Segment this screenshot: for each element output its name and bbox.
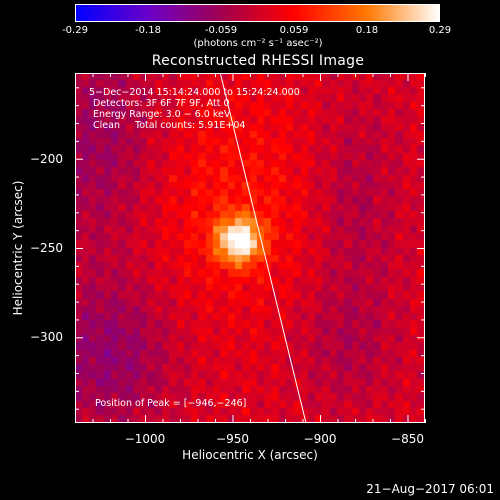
y-tick-label: −300 — [30, 330, 63, 345]
limb-line — [219, 73, 307, 423]
timestamp: 21−Aug−2017 06:01 — [366, 482, 494, 496]
clean-counts-label: Clean Total counts: 5.91E+04 — [93, 120, 246, 131]
colorbar-tick: -0.059 — [204, 25, 238, 36]
x-tick-label: −1000 — [124, 432, 166, 446]
time-range-label: 5−Dec−2014 15:14:24.000 to 15:24:24.000 — [89, 87, 300, 98]
colorbar-tick: 0.29 — [428, 25, 452, 36]
colorbar — [75, 4, 440, 22]
colorbar-tick: 0.18 — [355, 25, 379, 36]
chart-title: Reconstructed RHESSI Image — [151, 53, 365, 69]
x-tick-label: −900 — [303, 432, 337, 446]
peak-position-label: Position of Peak = [−946,−246] — [95, 398, 247, 409]
colorbar-tick: 0.059 — [279, 25, 309, 36]
y-tick-label: −200 — [30, 151, 63, 166]
colorbar-tick: -0.29 — [62, 25, 88, 36]
colorbar-units: (photons cm⁻² s⁻¹ asec⁻²) — [193, 38, 323, 49]
y-tick-label: −250 — [30, 241, 63, 255]
energy-range-label: Energy Range: 3.0 − 6.0 keV — [93, 109, 231, 120]
x-tick-label: −950 — [216, 432, 249, 446]
y-axis-label: Heliocentric Y (arcsec) — [11, 180, 25, 316]
x-tick-label: −850 — [391, 432, 424, 446]
x-axis-label: Heliocentric X (arcsec) — [182, 448, 318, 462]
detectors-label: Detectors: 3F 6F 7F 9F, Att 0 — [93, 98, 230, 109]
colorbar-tick: -0.18 — [135, 25, 161, 36]
heatmap-image — [75, 73, 425, 423]
